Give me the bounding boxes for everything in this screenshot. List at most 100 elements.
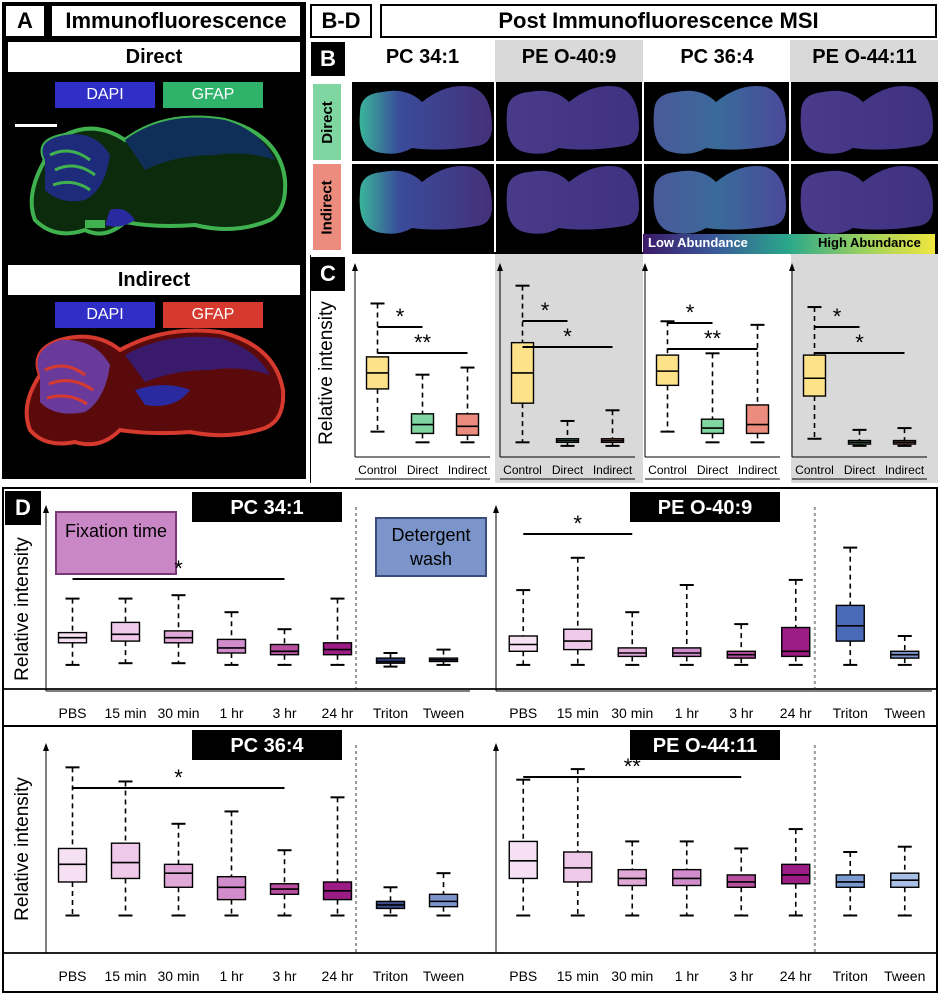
box-triton — [375, 657, 406, 664]
tick-label: Control — [503, 463, 542, 477]
tick-label: 1 hr — [219, 968, 243, 984]
tick-label: 3 hr — [272, 705, 296, 721]
tick-label: Direct — [844, 463, 876, 477]
panel-bd-letter: B-D — [310, 4, 372, 38]
box-1-hr — [216, 638, 247, 654]
panel-d — [2, 487, 938, 993]
lipid-header-pc36-4: PC 36:4 — [680, 46, 754, 68]
direct-stained-brain-image — [29, 115, 288, 236]
tick-label: Direct — [407, 463, 439, 477]
tick-label: 15 min — [557, 968, 599, 984]
chart-title-bg — [192, 492, 342, 522]
gfap-label-indirect: GFAP — [163, 302, 263, 328]
significance-marker: * — [174, 556, 183, 581]
box-1-hr — [216, 875, 247, 901]
tick-label: 30 min — [611, 705, 653, 721]
colorbar-low-label: Low Abundance — [648, 235, 748, 250]
significance-marker: * — [541, 298, 550, 323]
chart-title-bg — [630, 730, 780, 760]
lipid-header-peo44-11: PE O-44:11 — [812, 46, 917, 68]
box-control — [655, 354, 680, 387]
tick-label: 24 hr — [322, 705, 354, 721]
dapi-label-direct: DAPI — [55, 82, 155, 108]
box-pbs — [508, 840, 538, 880]
box-15-min — [110, 621, 141, 642]
box-direct — [410, 413, 435, 435]
gfap-label-direct: GFAP — [163, 82, 263, 108]
tick-label: Direct — [552, 463, 584, 477]
lipid-header-peo40-9: PE O-40:9 — [521, 46, 617, 68]
significance-marker: ** — [414, 330, 432, 355]
box-direct — [700, 418, 725, 435]
tick-label: Control — [648, 463, 687, 477]
box-30-min — [163, 863, 194, 888]
tick-label: Control — [795, 463, 834, 477]
chart-title: PC 36:4 — [230, 735, 304, 757]
tick-label: 24 hr — [322, 968, 354, 984]
significance-marker: * — [174, 765, 183, 790]
significance-marker: * — [573, 511, 582, 536]
box-control — [802, 354, 827, 397]
y-axis-arrow — [493, 505, 499, 513]
tick-label: Tween — [884, 968, 925, 984]
tick-label: Indirect — [885, 463, 925, 477]
panel-c-letter: C — [311, 257, 345, 291]
tick-label: 1 hr — [675, 705, 699, 721]
scale-bar-a — [15, 124, 57, 127]
tick-label: Indirect — [448, 463, 488, 477]
box-pbs — [508, 635, 538, 653]
box-tween — [428, 893, 459, 908]
box-3-hr — [269, 643, 300, 656]
direct-heading: Direct — [8, 42, 300, 72]
panel-a-title: Immunofluorescence — [50, 4, 302, 38]
box-indirect — [745, 404, 770, 435]
lipid-header-pc34-1: PC 34:1 — [385, 46, 460, 68]
chart-title-bg — [630, 492, 780, 522]
significance-marker: ** — [624, 754, 642, 779]
tick-label: Direct — [697, 463, 729, 477]
tick-label: 15 min — [557, 705, 599, 721]
tick-label: 30 min — [611, 968, 653, 984]
chart-title-bg — [192, 730, 342, 760]
box-15-min — [110, 842, 141, 880]
y-axis-arrow — [43, 505, 49, 513]
y-axis-arrow — [789, 263, 795, 271]
panel-bd-title: Post Immunofluorescence MSI — [380, 4, 937, 38]
dapi-label-indirect: DAPI — [55, 302, 155, 328]
tick-label: 1 hr — [219, 705, 243, 721]
tick-label: Indirect — [593, 463, 633, 477]
tick-label: Triton — [833, 968, 868, 984]
box-triton — [835, 874, 865, 888]
chart-title: PE O-44:11 — [653, 735, 758, 757]
box-1-hr — [672, 868, 702, 887]
box-pbs — [57, 847, 88, 883]
tick-label: Indirect — [738, 463, 778, 477]
colorbar-high-label: High Abundance — [818, 235, 921, 250]
chart-title: PE O-40:9 — [658, 497, 752, 519]
box-15-min — [563, 628, 593, 651]
tick-label: Tween — [423, 705, 464, 721]
tick-label: Triton — [833, 705, 868, 721]
row-label-direct: Direct — [313, 84, 341, 160]
indirect-stained-brain-image — [24, 328, 286, 447]
row-label-indirect: Indirect — [313, 164, 341, 250]
detergent-wash-box: Detergent wash — [375, 517, 487, 577]
indirect-heading: Indirect — [8, 265, 300, 295]
significance-marker: ** — [704, 326, 722, 351]
box-24-hr — [322, 642, 353, 656]
y-axis-arrow — [493, 743, 499, 751]
panel-c-charts: Control Direct Indirect***Control Direct Ind… — [352, 263, 927, 480]
significance-marker: * — [686, 300, 695, 325]
tick-label: Triton — [373, 968, 408, 984]
tick-label: Triton — [373, 705, 408, 721]
y-axis-arrow — [352, 263, 358, 271]
tick-label: 15 min — [104, 968, 146, 984]
tick-label: Tween — [884, 705, 925, 721]
panel-b-letter: B — [311, 42, 345, 76]
y-axis-arrow — [43, 743, 49, 751]
box-30-min — [617, 868, 647, 887]
panel-d-letter: D — [5, 491, 41, 525]
tick-label: Tween — [423, 968, 464, 984]
significance-marker: * — [833, 304, 842, 329]
box-15-min — [563, 851, 593, 883]
